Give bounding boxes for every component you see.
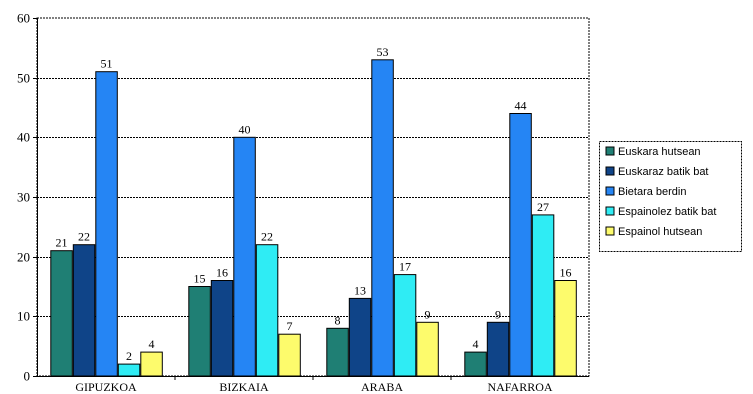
y-tick-label: 10	[17, 309, 30, 324]
bar	[486, 321, 510, 377]
data-label: 7	[287, 319, 293, 333]
data-label: 13	[354, 283, 366, 297]
x-tick-label: BIZKAIA	[219, 380, 269, 394]
x-tick-label: ARABA	[361, 380, 403, 394]
x-axis: GIPUZKOA BIZKAIA ARABA NAFARROA	[37, 376, 589, 394]
x-tick-label: GIPUZKOA	[75, 380, 137, 394]
y-tick-label: 40	[17, 130, 30, 145]
y-tick-label: 50	[17, 71, 30, 86]
bar	[509, 113, 532, 377]
data-label: 4	[149, 337, 155, 351]
data-label: 53	[377, 45, 389, 59]
legend-label: Bietara berdin	[618, 186, 687, 198]
legend-swatch	[605, 166, 615, 176]
bar	[326, 327, 349, 377]
bar	[140, 351, 163, 377]
data-label: 2	[126, 349, 132, 363]
data-label: 16	[216, 266, 228, 280]
bar	[188, 286, 211, 377]
bar	[210, 280, 234, 377]
legend-label: Euskara hutsean	[618, 146, 701, 158]
legend-label: Euskaraz batik bat	[618, 166, 709, 178]
bar	[95, 71, 118, 377]
bar	[50, 250, 73, 377]
data-label: 16	[560, 266, 572, 280]
data-label: 22	[261, 230, 273, 244]
data-label: 9	[495, 307, 501, 321]
data-label: 40	[239, 122, 251, 136]
value-labels: 21 22 51 2 4 15 16 40 22 7 8 13 53 17 9 4 9 44 27 16	[56, 45, 572, 363]
bar	[72, 244, 96, 377]
legend-swatch	[605, 186, 615, 196]
data-label: 17	[399, 260, 411, 274]
y-tick-label: 30	[17, 190, 30, 205]
y-tick-label: 60	[17, 11, 30, 26]
bar	[531, 214, 555, 377]
data-label: 9	[425, 307, 431, 321]
bar	[393, 274, 417, 377]
legend-swatch	[605, 146, 615, 156]
x-tick-label: NAFARROA	[487, 380, 552, 394]
legend-label: Espainol hutsean	[618, 226, 702, 238]
y-axis: 0 10 20 30 40 50 60	[17, 11, 38, 384]
bar	[278, 333, 301, 377]
bar	[416, 321, 439, 377]
bar	[464, 351, 487, 377]
data-label: 15	[194, 272, 206, 286]
data-label: 22	[78, 230, 90, 244]
y-tick-label: 20	[17, 250, 30, 265]
bar	[554, 280, 577, 377]
legend-box	[599, 141, 742, 252]
bar	[233, 136, 256, 377]
data-label: 51	[101, 57, 113, 71]
legend-label: Espainolez batik bat	[618, 206, 716, 218]
bar	[348, 297, 372, 377]
bars	[50, 59, 577, 377]
data-label: 44	[515, 99, 527, 113]
data-label: 8	[335, 313, 341, 327]
data-label: 4	[473, 337, 479, 351]
bar	[371, 59, 394, 377]
data-label: 27	[537, 200, 549, 214]
bar	[117, 363, 141, 377]
data-label: 21	[56, 236, 68, 250]
legend-swatch	[605, 206, 615, 216]
legend: Euskara hutsean Euskaraz batik bat Bietara…	[599, 141, 742, 252]
bar	[255, 244, 279, 377]
gridlines	[37, 78, 589, 317]
legend-swatch	[605, 226, 615, 236]
y-tick-label: 0	[24, 369, 31, 384]
